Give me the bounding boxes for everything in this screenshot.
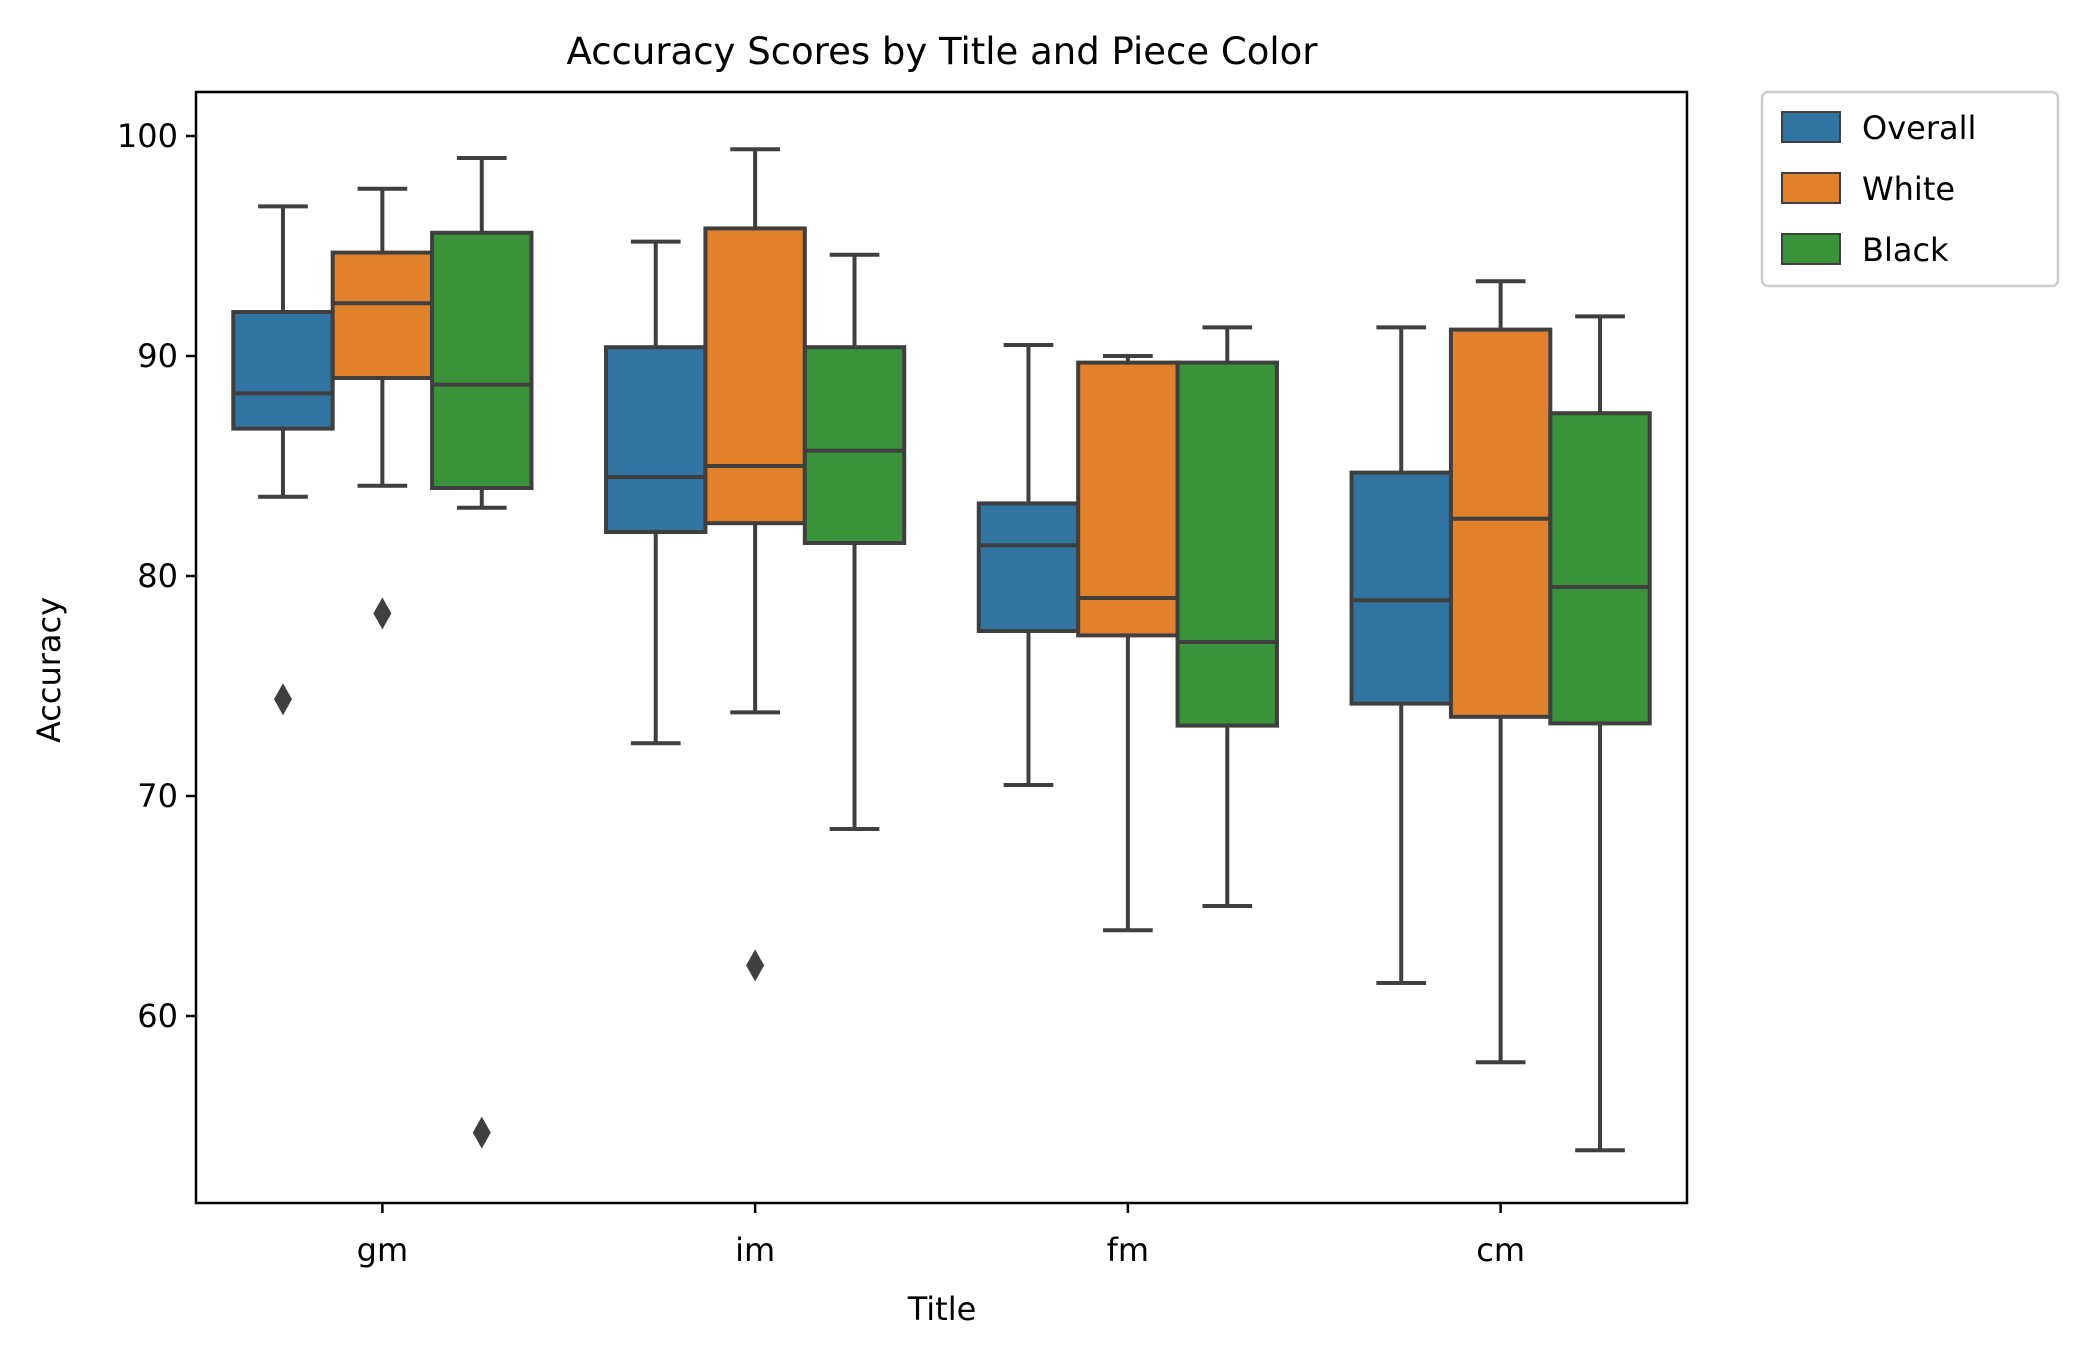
box-im-white <box>703 147 807 982</box>
outlier-marker <box>472 1116 491 1149</box>
box-gm-white <box>330 186 435 630</box>
box-gm-overall <box>231 204 335 716</box>
box-body <box>1448 327 1553 719</box>
legend-label-white: White <box>1862 170 1955 208</box>
box-body <box>703 226 807 526</box>
outlier-marker <box>273 683 292 716</box>
legend-label-black: Black <box>1862 231 1949 269</box>
box-im-black <box>802 252 907 831</box>
box-body <box>976 501 1081 633</box>
y-tick-label: 70 <box>137 777 178 815</box>
outlier-marker <box>373 597 392 630</box>
box-body <box>1349 470 1453 706</box>
x-tick-label: cm <box>1476 1231 1525 1269</box>
legend: Overall White Black <box>1760 90 2060 288</box>
x-axis-label: Title <box>907 1290 977 1328</box>
legend-swatch-overall <box>1781 111 1841 143</box>
box-body <box>604 345 708 535</box>
box-cm-white <box>1448 279 1553 1065</box>
box-cm-black <box>1548 314 1652 1153</box>
box-body <box>802 345 907 546</box>
box-body <box>330 250 435 381</box>
y-axis: 60 70 80 90 100 <box>117 117 196 1035</box>
box-body <box>231 310 335 431</box>
x-tick-label: fm <box>1107 1231 1149 1269</box>
x-tick-label: gm <box>357 1231 408 1269</box>
chart-title: Accuracy Scores by Title and Piece Color <box>567 30 1319 73</box>
y-tick-label: 60 <box>137 997 178 1035</box>
x-axis: gm im fm cm <box>357 1203 1525 1269</box>
box-fm-black <box>1175 325 1279 908</box>
x-tick-label: im <box>735 1231 775 1269</box>
box-body <box>1548 411 1652 726</box>
legend-swatch-black <box>1781 233 1841 265</box>
box-im-overall <box>604 239 708 746</box>
box-fm-overall <box>976 343 1081 787</box>
y-axis-label: Accuracy <box>30 597 68 743</box>
plot-frame <box>194 90 1689 1205</box>
outlier-marker <box>746 949 765 982</box>
y-tick-label: 80 <box>137 557 178 595</box>
box-body <box>1175 360 1279 728</box>
box-cm-overall <box>1349 325 1453 985</box>
box-gm-black <box>430 156 534 1149</box>
box-body <box>430 230 534 490</box>
y-tick-label: 90 <box>137 337 178 375</box>
plot-area <box>231 147 1652 1153</box>
legend-swatch-white <box>1781 172 1841 204</box>
y-tick-label: 100 <box>117 117 178 155</box>
box-body <box>1076 360 1180 638</box>
legend-label-overall: Overall <box>1862 109 1976 147</box>
box-fm-white <box>1076 354 1180 933</box>
